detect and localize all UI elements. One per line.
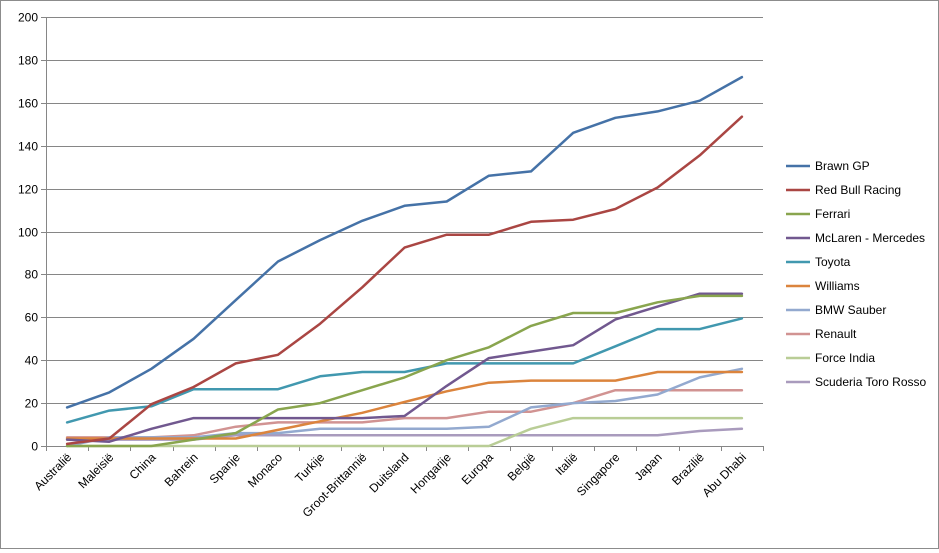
y-tick-label: 80: [25, 268, 39, 282]
y-tick-label: 200: [18, 11, 38, 25]
x-tick-label: Brazilië: [669, 450, 707, 488]
x-tick-label: Maleisië: [75, 450, 116, 491]
x-tick-label: Australië: [31, 450, 74, 493]
x-tick-labels: Australië Maleisië China Bahrein Spanje Monac…: [31, 450, 749, 520]
y-tick-label: 0: [31, 440, 38, 454]
legend-label: Williams: [815, 279, 860, 293]
legend-item: Scuderia Toro Rosso: [786, 375, 926, 389]
x-tick-label: Abu Dhabi: [700, 450, 750, 500]
series-line-force-india: [65, 416, 744, 448]
legend-item: Renault: [786, 327, 857, 341]
series-line-ferrari: [65, 294, 744, 448]
x-tick-label: België: [505, 450, 539, 484]
y-tick-label: 180: [18, 54, 38, 68]
x-tick-label: Monaco: [245, 450, 285, 490]
y-tick-label: 100: [18, 226, 38, 240]
legend-item: Brawn GP: [786, 159, 870, 173]
legend-item: Force India: [786, 351, 875, 365]
legend-label: Ferrari: [815, 207, 850, 221]
x-tick-label: Duitsland: [366, 450, 411, 495]
legend-label: Red Bull Racing: [815, 183, 901, 197]
legend-item: Red Bull Racing: [786, 183, 901, 197]
legend-label: Scuderia Toro Rosso: [815, 375, 926, 389]
x-tick-label: Spanje: [207, 450, 244, 487]
legend-label: Renault: [815, 327, 857, 341]
legend-item: Ferrari: [786, 207, 850, 221]
x-tick-label: China: [126, 450, 158, 482]
x-tick-label: Bahrein: [162, 450, 201, 489]
series-line-toyota: [65, 317, 744, 424]
x-tick-label: Japan: [632, 450, 665, 483]
x-tick-label: Singapore: [574, 450, 623, 499]
series-line-red-bull-racing: [65, 115, 744, 446]
series-line-brawn-gp: [65, 75, 744, 409]
y-tick-label: 160: [18, 97, 38, 111]
legend: Brawn GP Red Bull Racing Ferrari McLaren - …: [786, 159, 926, 389]
series-line-mclaren-mercedes: [65, 292, 744, 443]
legend-label: McLaren - Mercedes: [815, 231, 925, 245]
legend-label: Force India: [815, 351, 875, 365]
series-lines: [65, 75, 744, 448]
x-tick-label: Italië: [552, 450, 580, 478]
y-tick-label: 60: [25, 311, 39, 325]
y-tick-label: 20: [25, 397, 39, 411]
y-tick-labels: 0 20 40 60 80 100 120 140 160 180 200: [18, 11, 38, 454]
series-line-williams: [65, 370, 744, 440]
legend-item: Williams: [786, 279, 860, 293]
legend-label: Brawn GP: [815, 159, 870, 173]
x-tick-label: Europa: [459, 450, 496, 487]
x-tick-label: Turkije: [292, 450, 327, 485]
y-tick-label: 120: [18, 183, 38, 197]
legend-item: McLaren - Mercedes: [786, 231, 925, 245]
y-tick-label: 40: [25, 354, 39, 368]
x-tick-label: Hongarije: [408, 450, 454, 496]
legend-label: Toyota: [815, 255, 851, 269]
series-line-renault: [65, 388, 744, 439]
gridlines: [46, 17, 763, 404]
legend-item: BMW Sauber: [786, 303, 886, 317]
y-tick-label: 140: [18, 140, 38, 154]
axes: [41, 17, 764, 451]
legend-item: Toyota: [786, 255, 851, 269]
legend-label: BMW Sauber: [815, 303, 886, 317]
